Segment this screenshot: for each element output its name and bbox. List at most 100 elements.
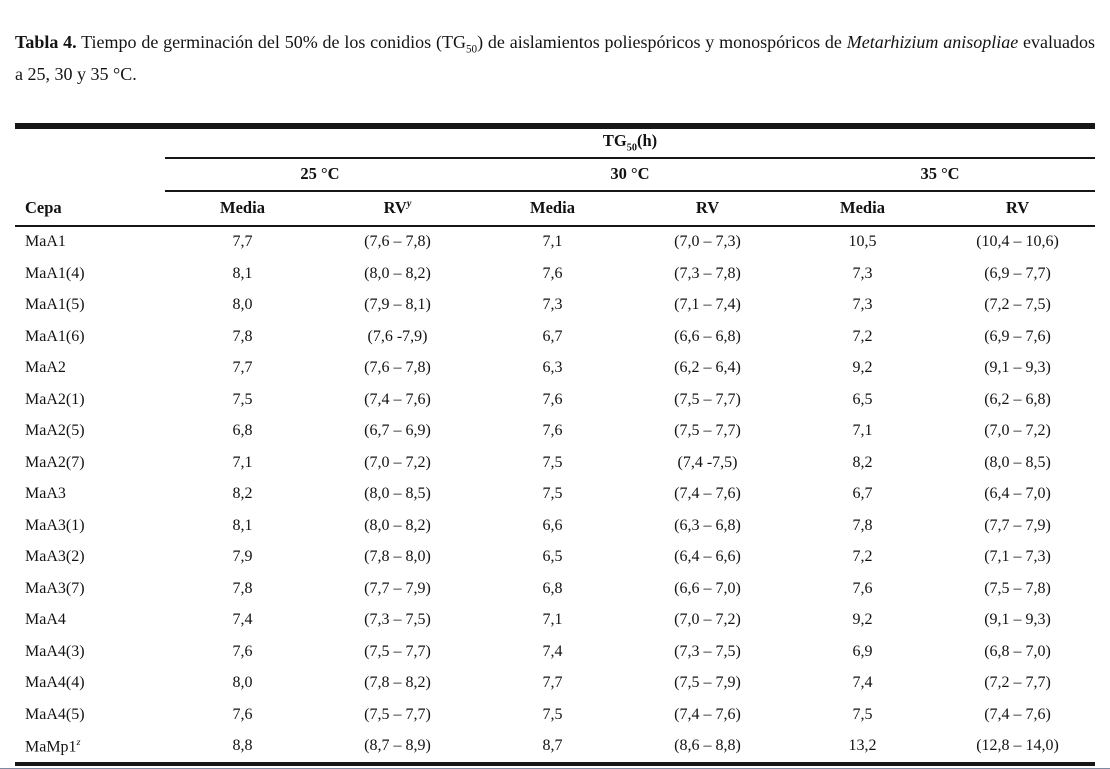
col-header-media-30: Media: [475, 190, 630, 227]
col-header-cepa: Cepa: [15, 190, 165, 227]
media-cell: 8,8: [232, 737, 253, 755]
table-row: MaA1(5) 8,0 (7,9 – 8,1) 7,3 (7,1 – 7,4) 7,3 (7…: [15, 290, 1095, 322]
cepa-superscript: z: [76, 736, 81, 748]
media-cell: 8,0: [232, 674, 253, 692]
media-cell: 7,8: [232, 579, 253, 597]
rv-cell: (7,3 – 7,5): [364, 611, 431, 629]
rv-cell: (7,1 – 7,3): [984, 548, 1051, 566]
media-cell: 9,2: [852, 611, 873, 629]
rv-label: RV: [383, 198, 407, 218]
media-cell: 8,0: [232, 296, 253, 314]
rv-cell: (7,6 – 7,8): [364, 359, 431, 377]
rv-cell: (7,4 – 7,6): [364, 390, 431, 408]
rv-cell: (10,4 – 10,6): [976, 233, 1059, 251]
media-cell: 6,7: [542, 327, 563, 345]
rv-cell: (7,5 – 7,7): [674, 422, 741, 440]
rv-cell: (7,2 – 7,7): [984, 674, 1051, 692]
cepa-cell: MaA2(7): [25, 453, 85, 471]
temp-header-25: 25 °C: [165, 157, 475, 192]
media-cell: 7,6: [852, 579, 873, 597]
cepa-cell: MaMp1z: [25, 736, 81, 755]
rv-cell: (6,2 – 6,4): [674, 359, 741, 377]
rv-cell: (7,7 – 7,9): [364, 579, 431, 597]
rv-cell: (7,9 – 8,1): [364, 296, 431, 314]
tg50-group-header: TG50(h): [165, 125, 1096, 159]
rv-superscript: y: [406, 198, 412, 210]
media-cell: 6,8: [542, 579, 563, 597]
tg-prefix: TG: [602, 131, 627, 151]
temperature-header-row: 25 °C 30 °C 35 °C: [15, 157, 1096, 192]
media-cell: 7,3: [542, 296, 563, 314]
col-header-media-35: Media: [785, 190, 940, 227]
media-cell: 7,5: [542, 453, 563, 471]
tg-suffix: (h): [636, 131, 658, 151]
media-cell: 13,2: [848, 737, 877, 755]
media-cell: 8,1: [232, 516, 253, 534]
rv-cell: (7,3 – 7,5): [674, 642, 741, 660]
rv-cell: (7,5 – 7,8): [984, 579, 1051, 597]
rv-cell: (7,6 – 7,8): [364, 233, 431, 251]
media-cell: 7,5: [542, 705, 563, 723]
media-cell: 6,6: [542, 516, 563, 534]
col-header-rv-30: RV: [630, 190, 785, 227]
table-row: MaA2(1) 7,5 (7,4 – 7,6) 7,6 (7,5 – 7,7) 6,5 (6…: [15, 384, 1095, 416]
media-cell: 8,2: [232, 485, 253, 503]
media-cell: 6,5: [542, 548, 563, 566]
media-cell: 7,1: [232, 453, 253, 471]
rv-cell: (8,0 – 8,5): [364, 485, 431, 503]
media-cell: 7,4: [852, 674, 873, 692]
rv-cell: (7,4 – 7,6): [674, 485, 741, 503]
rv-cell: (7,7 – 7,9): [984, 516, 1051, 534]
caption-species: Metarhizium anisopliae: [846, 32, 1019, 52]
table-row: MaA2(7) 7,1 (7,0 – 7,2) 7,5 (7,4 -7,5) 8,2 (8,…: [15, 447, 1095, 479]
media-cell: 7,8: [232, 327, 253, 345]
cepa-cell: MaA3: [25, 485, 66, 503]
media-cell: 7,1: [852, 422, 873, 440]
cepa-cell: MaA1(6): [25, 327, 85, 345]
cepa-cell: MaA1: [25, 233, 66, 251]
rv-cell: (7,3 – 7,8): [674, 264, 741, 282]
table-row: MaA3(2) 7,9 (7,8 – 8,0) 6,5 (6,4 – 6,6) 7,2 (7…: [15, 542, 1095, 574]
rv-cell: (7,0 – 7,2): [674, 611, 741, 629]
rv-cell: (12,8 – 14,0): [976, 737, 1059, 755]
rv-cell: (7,6 -7,9): [367, 327, 428, 345]
rv-cell: (8,7 – 8,9): [364, 737, 431, 755]
media-cell: 7,5: [852, 705, 873, 723]
rv-cell: (7,0 – 7,2): [364, 453, 431, 471]
media-cell: 7,7: [232, 359, 253, 377]
rv-cell: (8,0 – 8,2): [364, 264, 431, 282]
header-spacer: [15, 158, 165, 191]
media-cell: 7,6: [542, 390, 563, 408]
cepa-cell: MaA2(5): [25, 422, 85, 440]
media-cell: 7,2: [852, 327, 873, 345]
rv-cell: (6,6 – 6,8): [674, 327, 741, 345]
rv-cell: (6,3 – 6,8): [674, 516, 741, 534]
rv-cell: (7,4 -7,5): [677, 453, 738, 471]
rv-cell: (6,9 – 7,6): [984, 327, 1051, 345]
temp-header-30: 30 °C: [475, 157, 785, 192]
media-cell: 8,7: [542, 737, 563, 755]
column-header-row: Cepa Media RVy Media RV Media RV: [15, 190, 1096, 227]
table-row: MaA2(5) 6,8 (6,7 – 6,9) 7,6 (7,5 – 7,7) 7,1 (7…: [15, 416, 1095, 448]
rv-cell: (7,0 – 7,2): [984, 422, 1051, 440]
media-cell: 7,6: [542, 264, 563, 282]
caption-text-3: evaluados a 25, 30 y 35 °C.: [15, 32, 1096, 84]
media-cell: 7,1: [542, 233, 563, 251]
col-header-rv-35: RV: [940, 190, 1096, 227]
cepa-cell: MaA4(4): [25, 674, 85, 692]
table-row: MaA4(3) 7,6 (7,5 – 7,7) 7,4 (7,3 – 7,5) 6,9 (6…: [15, 636, 1095, 668]
caption-text-1: Tiempo de germinación del 50% de los con…: [76, 32, 466, 52]
table-row: MaA2 7,7 (7,6 – 7,8) 6,3 (6,2 – 6,4) 9,2 (9,1 …: [15, 353, 1095, 385]
media-cell: 7,4: [232, 611, 253, 629]
media-cell: 7,1: [542, 611, 563, 629]
media-cell: 7,3: [852, 264, 873, 282]
table-row: MaA1(6) 7,8 (7,6 -7,9) 6,7 (6,6 – 6,8) 7,2 (6,…: [15, 321, 1095, 353]
table-row: MaA3(1) 8,1 (8,0 – 8,2) 6,6 (6,3 – 6,8) 7,8 (7…: [15, 510, 1095, 542]
cepa-cell: MaA4: [25, 611, 66, 629]
table-row: MaA1 7,7 (7,6 – 7,8) 7,1 (7,0 – 7,3) 10,5 (10,…: [15, 226, 1095, 259]
rv-cell: (9,1 – 9,3): [984, 611, 1051, 629]
rv-cell: (6,6 – 7,0): [674, 579, 741, 597]
germination-table: TG50(h) 25 °C 30 °C 35 °C Cepa Media RVy…: [15, 122, 1096, 767]
cepa-cell: MaA2(1): [25, 390, 85, 408]
